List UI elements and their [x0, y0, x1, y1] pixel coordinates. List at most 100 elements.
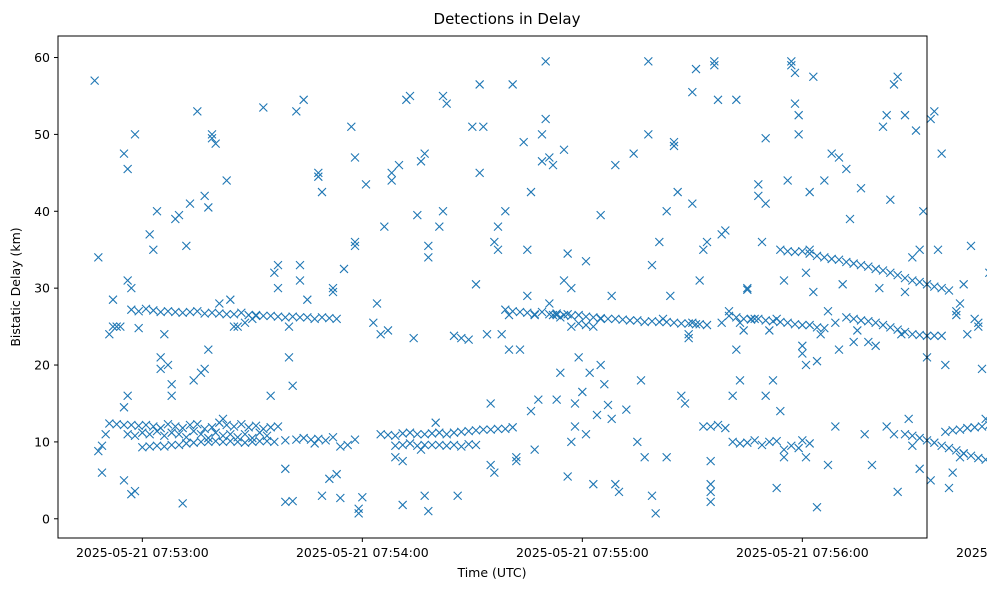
data-point	[141, 420, 151, 430]
data-point	[867, 460, 877, 470]
data-point	[827, 254, 837, 264]
data-point	[658, 314, 668, 324]
data-point	[119, 402, 129, 412]
data-point	[827, 149, 837, 159]
data-point	[596, 360, 606, 370]
data-point	[566, 322, 576, 331]
data-point	[808, 72, 818, 82]
data-point	[768, 376, 778, 385]
data-point	[812, 322, 822, 332]
data-point	[746, 315, 756, 325]
data-point	[145, 429, 155, 439]
data-point	[471, 425, 481, 435]
data-point	[174, 429, 184, 439]
data-point	[134, 421, 144, 431]
data-point	[500, 305, 510, 315]
data-point	[753, 191, 763, 201]
data-point	[805, 245, 815, 255]
data-point	[684, 319, 694, 328]
data-point	[350, 241, 360, 251]
data-point	[464, 335, 474, 345]
data-point	[779, 445, 789, 454]
data-point	[240, 438, 250, 448]
data-point	[709, 56, 719, 66]
data-point	[801, 360, 811, 370]
data-point	[152, 426, 162, 436]
data-point	[948, 425, 958, 435]
data-point	[856, 183, 866, 193]
data-point	[544, 153, 554, 162]
data-point	[849, 314, 859, 324]
data-point	[409, 333, 419, 343]
data-point	[178, 308, 188, 318]
data-point	[885, 195, 895, 205]
data-point	[189, 376, 199, 385]
data-point	[614, 487, 624, 497]
data-point	[405, 439, 415, 448]
data-point	[548, 310, 558, 320]
data-point	[339, 264, 349, 274]
data-point	[189, 426, 199, 436]
data-point	[581, 256, 591, 266]
data-point	[273, 312, 283, 321]
data-point	[977, 364, 987, 374]
data-point	[515, 307, 525, 317]
data-point	[962, 329, 972, 339]
data-point	[200, 424, 210, 434]
data-point	[93, 253, 103, 262]
data-point	[500, 424, 510, 434]
data-point	[647, 316, 657, 326]
data-point	[449, 428, 459, 438]
data-point	[555, 312, 565, 322]
data-point	[731, 312, 741, 322]
data-point	[387, 176, 397, 185]
data-point	[794, 130, 804, 139]
data-point	[757, 237, 767, 247]
data-point	[915, 433, 925, 443]
data-point	[156, 352, 166, 362]
data-point	[207, 130, 217, 139]
data-point	[214, 309, 224, 318]
data-point	[570, 422, 580, 431]
data-point	[823, 460, 833, 470]
data-point	[834, 345, 844, 355]
data-point	[863, 262, 873, 272]
data-point	[486, 460, 496, 470]
data-point	[709, 60, 719, 70]
y-tick-label: 60	[34, 50, 50, 65]
data-point	[288, 312, 298, 321]
data-point	[801, 452, 811, 462]
data-point	[247, 433, 257, 443]
data-point	[552, 395, 562, 405]
x-tick-label: 2025-05-21 07:56:00	[736, 545, 869, 560]
data-point	[126, 305, 136, 315]
data-point	[544, 299, 554, 308]
data-point	[200, 191, 210, 201]
data-point	[317, 312, 327, 322]
data-point	[632, 316, 642, 325]
data-point	[244, 422, 254, 432]
data-point	[742, 283, 752, 293]
data-point	[955, 425, 965, 434]
data-point	[130, 431, 140, 441]
data-point	[203, 437, 213, 447]
data-point	[706, 456, 716, 466]
data-point	[357, 492, 367, 502]
data-point	[761, 133, 771, 143]
data-point	[508, 306, 518, 316]
data-point	[398, 456, 408, 466]
data-point	[728, 437, 738, 447]
data-point	[420, 429, 430, 439]
data-point	[317, 187, 327, 197]
data-point	[940, 427, 950, 437]
data-point	[203, 433, 213, 443]
data-point	[478, 425, 488, 434]
data-point	[588, 479, 598, 489]
data-point	[379, 222, 389, 232]
data-point	[218, 431, 228, 441]
data-point	[698, 422, 708, 431]
data-point	[350, 237, 360, 247]
data-point	[511, 452, 521, 462]
data-point	[119, 475, 129, 485]
data-point	[962, 423, 972, 433]
